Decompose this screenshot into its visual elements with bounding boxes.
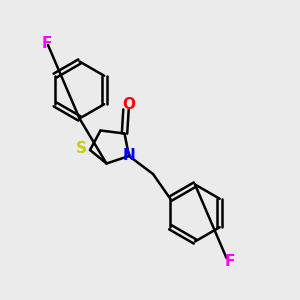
Text: S: S xyxy=(76,141,86,156)
Text: O: O xyxy=(122,97,136,112)
Text: F: F xyxy=(224,254,235,268)
Text: F: F xyxy=(41,36,52,51)
Text: N: N xyxy=(123,148,135,164)
